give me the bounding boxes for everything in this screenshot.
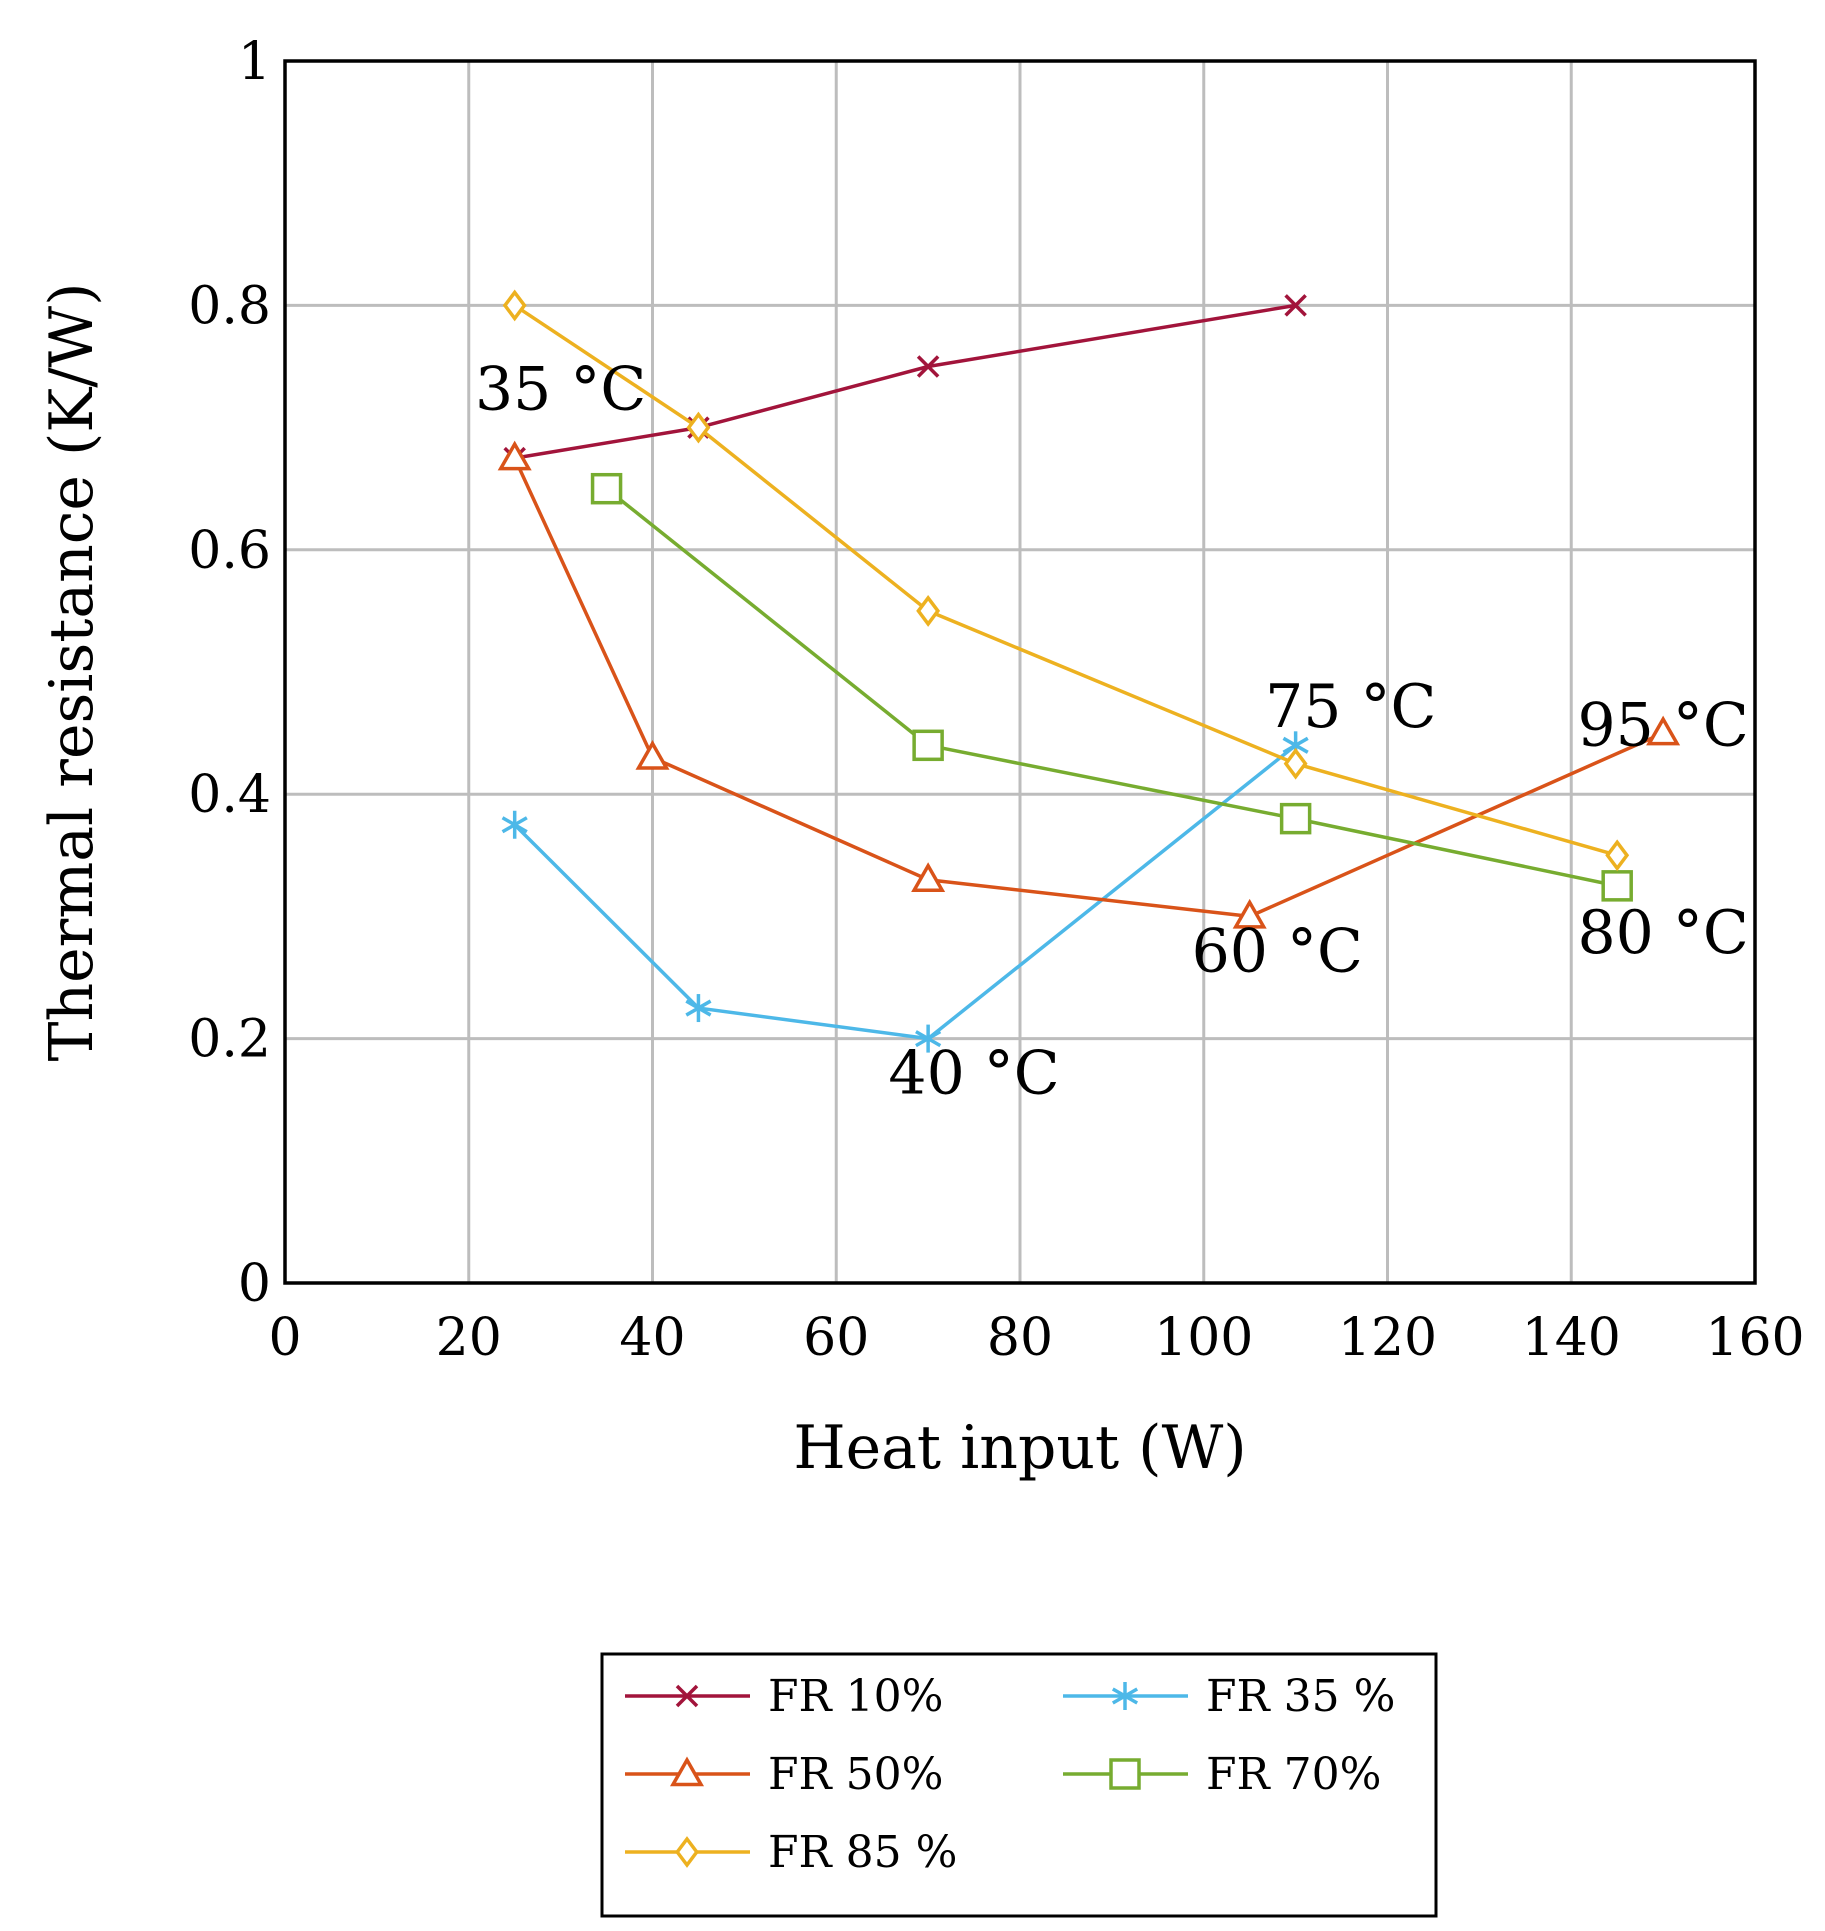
- data-point: [1646, 715, 1681, 746]
- grid: [283, 59, 1757, 1285]
- y-tick-label: 0.4: [188, 765, 271, 825]
- series-fr-50-: [497, 440, 1681, 929]
- data-point: [915, 1024, 942, 1053]
- series-line: [605, 487, 1618, 888]
- legend-marker: [675, 1684, 699, 1708]
- y-tick-label: 0: [238, 1254, 271, 1314]
- x-tick-label: 140: [1522, 1308, 1621, 1368]
- plot-frame: [283, 59, 1757, 1285]
- annotation-label: 35 °C: [475, 354, 646, 424]
- y-tick-label: 0.8: [188, 276, 271, 336]
- x-tick-label: 40: [619, 1308, 685, 1368]
- x-tick-label: 160: [1705, 1308, 1804, 1368]
- data-point: [1284, 294, 1307, 317]
- legend-item: FR 85 %: [625, 1827, 957, 1878]
- data-point: [686, 411, 711, 444]
- legend: FR 10% FR 35 % FR 50% FR 70% FR 85 %: [600, 1652, 1438, 1918]
- data-point: [1279, 802, 1312, 835]
- legend-item: FR 70%: [1063, 1749, 1381, 1800]
- annotation-label: 95 °C: [1577, 690, 1748, 760]
- data-point: [685, 994, 712, 1023]
- legend-label: FR 35 %: [1206, 1671, 1395, 1722]
- x-tick-label: 100: [1154, 1308, 1253, 1368]
- x-tick-label: 120: [1338, 1308, 1437, 1368]
- legend-marker: [675, 1836, 699, 1868]
- data-point: [1232, 898, 1267, 929]
- y-tick-label: 1: [238, 32, 271, 92]
- annotation-label: 75 °C: [1265, 672, 1436, 742]
- legend-marker: [1111, 1682, 1139, 1710]
- legend-label: FR 10%: [768, 1671, 943, 1722]
- data-point: [590, 472, 623, 505]
- data-point: [912, 729, 944, 762]
- x-tick-label: 80: [987, 1308, 1053, 1368]
- y-axis-title: Thermal resistance (K/W): [37, 283, 107, 1062]
- tick-labels: 0 20 40 60 80 100 120 140 160 0 0.2 0.4 0.6 0.8 1: [188, 32, 1804, 1368]
- x-axis-title: Heat input (W): [793, 1413, 1246, 1483]
- annotation-label: 60 °C: [1192, 916, 1363, 986]
- data-point: [916, 594, 941, 627]
- series-fr-85-: [502, 289, 1630, 872]
- series-fr-70-: [590, 472, 1633, 902]
- data-point: [501, 810, 528, 839]
- data-point: [1601, 870, 1633, 902]
- x-tick-label: 20: [436, 1308, 502, 1368]
- y-tick-label: 0.6: [188, 521, 271, 581]
- data-point: [635, 740, 670, 770]
- series-layer: [497, 289, 1681, 1053]
- y-tick-label: 0.2: [188, 1010, 271, 1070]
- annotation-label: 80 °C: [1577, 898, 1748, 968]
- legend-label: FR 85 %: [768, 1827, 957, 1878]
- legend-marker: [669, 1756, 705, 1787]
- legend-item: FR 35 %: [1063, 1671, 1395, 1722]
- x-tick-label: 0: [268, 1308, 301, 1368]
- legend-item: FR 50%: [625, 1749, 943, 1800]
- annotations: 35 °C 40 °C 60 °C 75 °C 95 °C 80 °C: [475, 354, 1749, 1108]
- data-point: [497, 440, 532, 471]
- legend-label: FR 70%: [1206, 1749, 1381, 1800]
- annotation-label: 40 °C: [888, 1039, 1059, 1109]
- series-fr-35-: [501, 731, 1309, 1053]
- legend-item: FR 10%: [625, 1671, 943, 1722]
- series-line: [513, 743, 1297, 1041]
- data-point: [1283, 747, 1308, 780]
- data-point: [1605, 839, 1630, 872]
- legend-marker: [1109, 1758, 1141, 1790]
- series-line: [513, 457, 1664, 919]
- data-point: [916, 355, 940, 378]
- x-tick-label: 60: [803, 1308, 869, 1368]
- data-point: [502, 289, 527, 322]
- data-point: [911, 862, 946, 892]
- legend-label: FR 50%: [768, 1749, 943, 1800]
- series-line: [514, 303, 1296, 460]
